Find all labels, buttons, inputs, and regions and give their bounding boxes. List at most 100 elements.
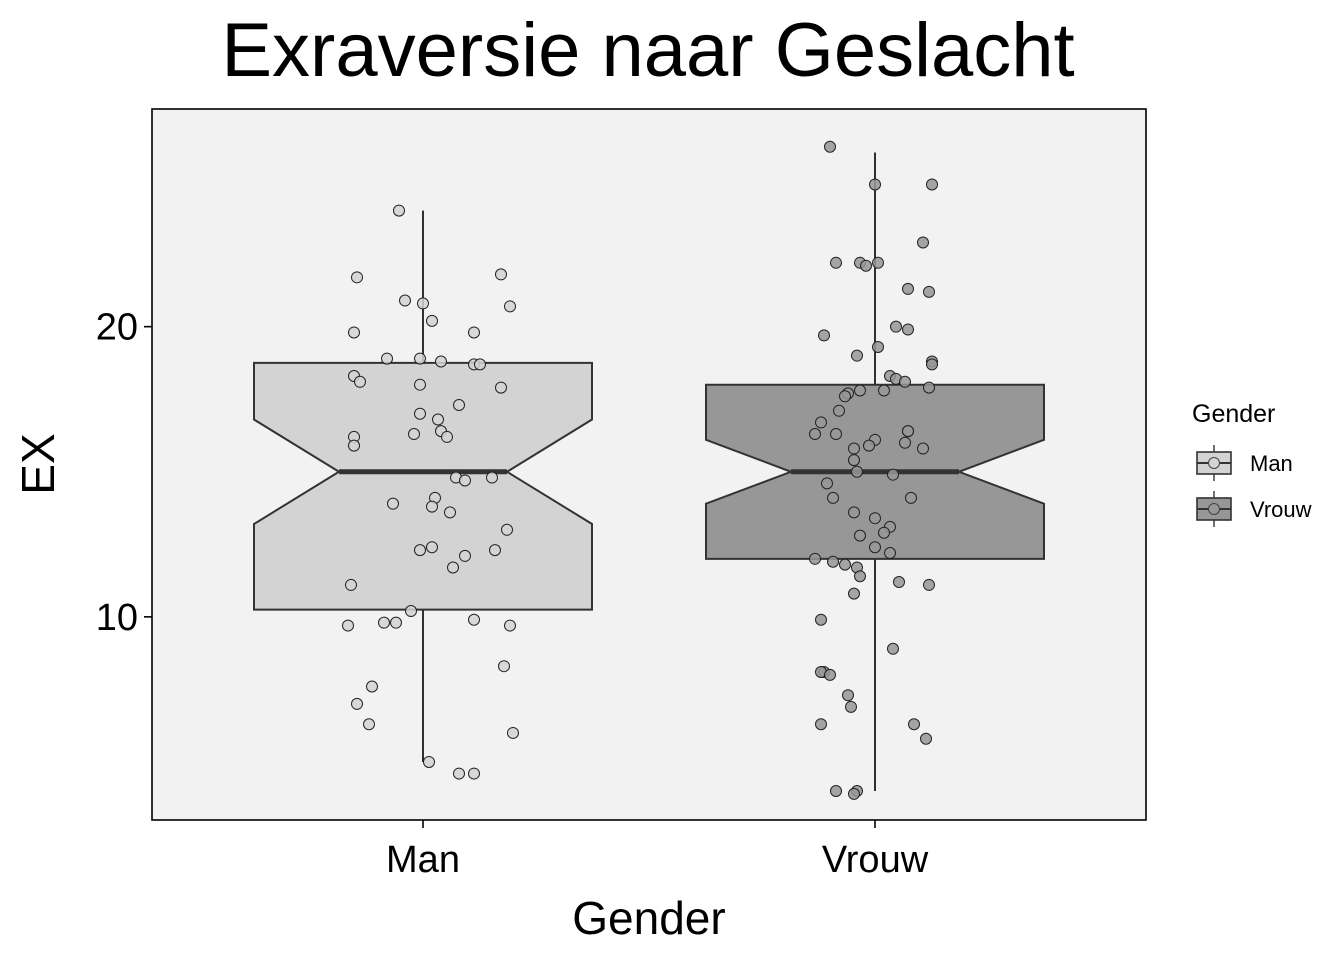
data-point <box>827 491 839 504</box>
data-point <box>459 549 471 562</box>
data-point <box>408 428 420 441</box>
data-point <box>923 285 935 298</box>
data-point <box>459 474 471 487</box>
points-vrouw <box>809 140 938 800</box>
data-point <box>393 204 405 217</box>
data-point <box>468 326 480 339</box>
data-point <box>809 552 821 565</box>
data-point <box>432 413 444 426</box>
chart-title: Exraversie naar Geslacht <box>221 8 1074 93</box>
data-point <box>453 399 465 412</box>
box-vrouw <box>705 152 1045 791</box>
data-point <box>815 613 827 626</box>
data-point <box>848 442 860 455</box>
data-point <box>414 352 426 365</box>
data-point <box>869 541 881 554</box>
x-axis: Man Vrouw <box>386 820 929 881</box>
data-point <box>815 416 827 429</box>
data-point <box>860 259 872 272</box>
legend-key-point <box>1208 457 1220 469</box>
legend-key-point <box>1208 503 1220 515</box>
data-point <box>824 668 836 681</box>
data-point <box>824 140 836 153</box>
data-point <box>414 378 426 391</box>
data-point <box>887 468 899 481</box>
data-point <box>504 619 516 632</box>
data-point <box>387 497 399 510</box>
data-point <box>426 500 438 513</box>
data-point <box>848 506 860 519</box>
data-point <box>905 491 917 504</box>
x-tick-label: Vrouw <box>822 839 929 881</box>
data-point <box>351 697 363 710</box>
data-point <box>507 726 519 739</box>
data-point <box>417 297 429 310</box>
data-point <box>923 381 935 394</box>
boxes-layer <box>253 152 1045 791</box>
legend-label: Vrouw <box>1250 497 1312 522</box>
data-point <box>851 349 863 362</box>
data-point <box>348 326 360 339</box>
data-point <box>902 323 914 336</box>
data-point <box>872 340 884 353</box>
data-point <box>414 544 426 557</box>
data-point <box>854 570 866 583</box>
data-point <box>501 523 513 536</box>
data-point <box>342 619 354 632</box>
x-tick-label: Man <box>386 839 460 881</box>
data-point <box>405 605 417 618</box>
data-point <box>848 587 860 600</box>
legend-title: Gender <box>1192 400 1275 428</box>
y-axis: 10 20 <box>96 307 152 639</box>
data-point <box>489 544 501 557</box>
points-man <box>342 204 519 780</box>
data-point <box>893 576 905 589</box>
data-point <box>453 767 465 780</box>
legend-entry-man: Man <box>1196 445 1293 481</box>
legend: Gender Man Vrouw <box>1192 400 1312 527</box>
legend-entries: Man Vrouw <box>1196 445 1312 527</box>
data-point <box>869 512 881 525</box>
data-point <box>833 404 845 417</box>
data-point <box>923 578 935 591</box>
data-point <box>423 755 435 768</box>
legend-label: Man <box>1250 451 1293 476</box>
data-point <box>354 375 366 388</box>
data-point <box>902 282 914 295</box>
data-point <box>378 616 390 629</box>
data-point <box>884 547 896 560</box>
data-point <box>908 718 920 731</box>
data-point <box>839 558 851 571</box>
data-point <box>504 300 516 313</box>
y-tick-label: 10 <box>96 597 138 639</box>
data-point <box>854 529 866 542</box>
data-point <box>878 526 890 539</box>
data-point <box>345 578 357 591</box>
data-point <box>447 561 459 574</box>
data-point <box>872 256 884 269</box>
data-point <box>830 784 842 797</box>
data-point <box>845 700 857 713</box>
x-axis-title: Gender <box>572 892 725 944</box>
data-point <box>848 787 860 800</box>
data-point <box>869 178 881 191</box>
data-point <box>414 407 426 420</box>
data-point <box>495 381 507 394</box>
data-point <box>426 541 438 554</box>
data-point <box>390 616 402 629</box>
data-point <box>851 465 863 478</box>
data-point <box>848 454 860 467</box>
data-point <box>474 358 486 371</box>
data-point <box>351 271 363 284</box>
y-tick-label: 20 <box>96 307 138 349</box>
data-point <box>830 428 842 441</box>
data-point <box>863 439 875 452</box>
plot-panel <box>151 108 1147 821</box>
data-point <box>399 294 411 307</box>
data-point <box>495 268 507 281</box>
data-point <box>827 555 839 568</box>
data-point <box>890 320 902 333</box>
data-point <box>920 732 932 745</box>
